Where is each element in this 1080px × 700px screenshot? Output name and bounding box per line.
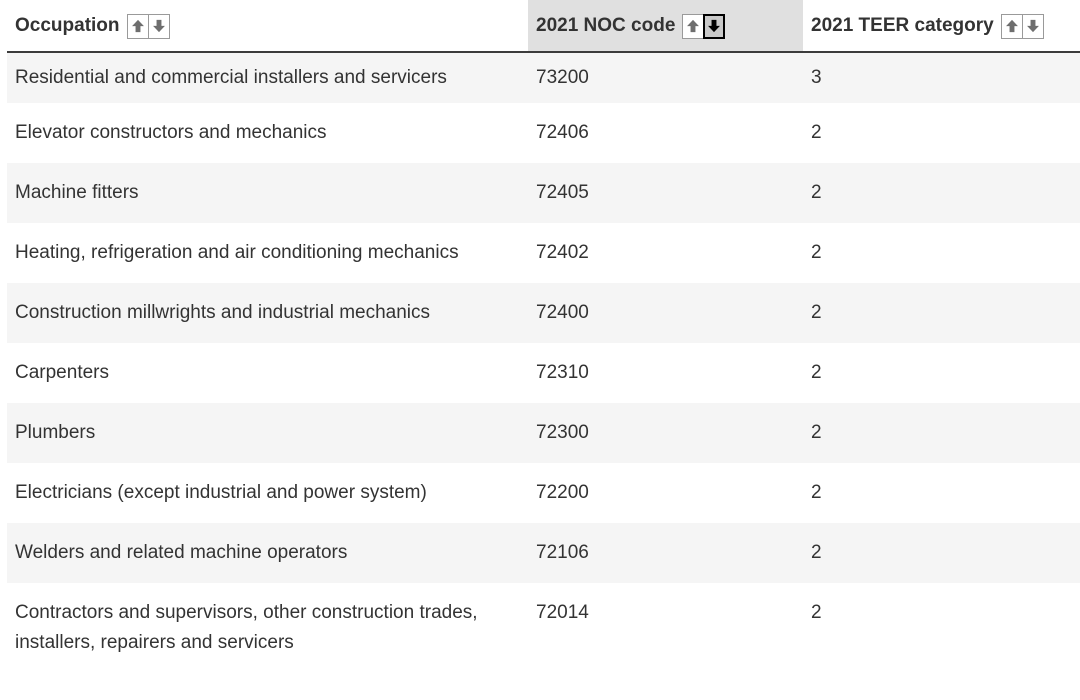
arrow-down-icon (152, 19, 165, 33)
noc-code-cell: 72200 (536, 482, 589, 503)
sort-descending-button[interactable] (1021, 13, 1044, 39)
teer-category-cell: 2 (811, 182, 822, 203)
arrow-down-icon (708, 19, 721, 33)
noc-code-cell: 72402 (536, 242, 589, 263)
noc-code-cell: 72014 (536, 602, 589, 623)
noc-code-cell: 72310 (536, 362, 589, 383)
arrow-up-icon (1005, 19, 1018, 33)
table-row: Elevator constructors and mechanics 7240… (7, 103, 1080, 163)
occupation-cell: Electricians (except industrial and powe… (15, 482, 427, 503)
column-label-noc-code: 2021 NOC code (536, 15, 676, 36)
teer-category-cell: 2 (811, 482, 822, 503)
noc-code-cell: 72400 (536, 302, 589, 323)
teer-category-cell: 2 (811, 362, 822, 383)
teer-category-cell: 2 (811, 602, 822, 623)
occupation-cell: Construction millwrights and industrial … (15, 302, 431, 323)
column-header-occupation: Occupation (7, 0, 528, 53)
table-row: Plumbers 72300 2 (7, 403, 1080, 463)
table-row: Residential and commercial installers an… (7, 52, 1080, 103)
table-row: Welders and related machine operators 72… (7, 523, 1080, 583)
noc-code-cell: 72406 (536, 122, 589, 143)
teer-category-cell: 2 (811, 122, 822, 143)
column-header-noc-code: 2021 NOC code (528, 0, 803, 53)
sort-ascending-button[interactable] (682, 13, 705, 39)
occupations-table: Occupation 2021 NOC code (7, 0, 1080, 673)
column-header-teer-category: 2021 TEER category (803, 0, 1080, 53)
table-row: Contractors and supervisors, other const… (7, 583, 1080, 673)
teer-category-cell: 2 (811, 422, 822, 443)
column-label-occupation: Occupation (15, 15, 120, 36)
occupation-cell: Plumbers (15, 422, 96, 443)
sort-controls-occupation (126, 13, 170, 39)
occupation-cell: Residential and commercial installers an… (15, 67, 447, 88)
sort-controls-teer-category (1000, 13, 1044, 39)
noc-code-cell: 72300 (536, 422, 589, 443)
header-row: Occupation 2021 NOC code (7, 0, 1080, 53)
sort-descending-button[interactable] (703, 13, 726, 39)
sort-ascending-button[interactable] (126, 13, 149, 39)
occupation-cell: Machine fitters (15, 182, 139, 203)
teer-category-cell: 3 (811, 67, 822, 88)
occupation-cell: Heating, refrigeration and air condition… (15, 242, 459, 263)
occupation-cell: Contractors and supervisors, other const… (15, 602, 478, 653)
table-row: Carpenters 72310 2 (7, 343, 1080, 403)
teer-category-cell: 2 (811, 302, 822, 323)
arrow-down-icon (1026, 19, 1039, 33)
arrow-up-icon (687, 19, 700, 33)
table-row: Construction millwrights and industrial … (7, 283, 1080, 343)
noc-code-cell: 72405 (536, 182, 589, 203)
noc-code-cell: 72106 (536, 542, 589, 563)
teer-category-cell: 2 (811, 242, 822, 263)
arrow-up-icon (131, 19, 144, 33)
occupation-cell: Welders and related machine operators (15, 542, 348, 563)
table-row: Electricians (except industrial and powe… (7, 463, 1080, 523)
sort-ascending-button[interactable] (1000, 13, 1023, 39)
table-row: Heating, refrigeration and air condition… (7, 223, 1080, 283)
table-row: Machine fitters 72405 2 (7, 163, 1080, 223)
noc-code-cell: 73200 (536, 67, 589, 88)
sort-descending-button[interactable] (147, 13, 170, 39)
occupation-cell: Carpenters (15, 362, 109, 383)
column-label-teer-category: 2021 TEER category (811, 15, 994, 36)
occupation-cell: Elevator constructors and mechanics (15, 122, 327, 143)
sort-controls-noc-code (682, 13, 726, 39)
teer-category-cell: 2 (811, 542, 822, 563)
